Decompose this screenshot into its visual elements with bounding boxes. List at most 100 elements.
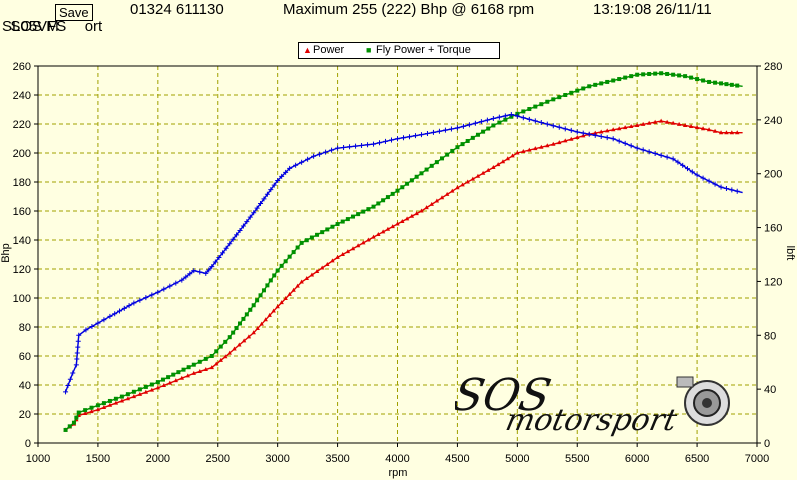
series-point-torque: [89, 324, 95, 330]
series-point-fly-power: [497, 120, 502, 125]
series-point-power: [131, 394, 137, 399]
series-point-power: [275, 304, 280, 309]
series-point-torque: [490, 116, 496, 122]
series-point-torque: [574, 129, 580, 135]
series-point-fly-power: [683, 74, 688, 79]
series-point-power: [259, 321, 264, 326]
series-point-fly-power: [527, 107, 532, 112]
series-point-fly-power: [713, 80, 718, 85]
y2-tick-label: 160: [764, 223, 782, 235]
series-point-power: [385, 226, 391, 231]
series-point-torque: [258, 201, 264, 207]
series-point-torque: [271, 182, 277, 188]
series-point-fly-power: [287, 254, 292, 259]
x-tick-label: 1000: [26, 453, 50, 465]
series-point-torque: [412, 133, 418, 139]
series-point-torque: [73, 362, 79, 368]
series-point-torque: [670, 156, 676, 162]
series-point-torque: [454, 125, 460, 131]
turbo-icon: [676, 376, 730, 426]
x-tick-label: 2500: [206, 453, 230, 465]
sos-motorsport-logo: SOS motorsport: [455, 370, 730, 438]
series-point-fly-power: [605, 79, 610, 84]
legend-fly-label: Fly Power + Torque: [376, 44, 471, 56]
series-point-torque: [95, 320, 101, 326]
x-tick-label: 5500: [565, 453, 589, 465]
series-point-torque: [436, 128, 442, 134]
series-point-torque: [472, 120, 478, 126]
series-point-torque: [335, 145, 341, 151]
series-point-torque: [418, 132, 424, 138]
series-point-power: [330, 258, 335, 263]
series-point-fly-power: [376, 201, 381, 206]
series-point-power: [155, 385, 161, 390]
series-line-torque: [64, 113, 743, 393]
series-point-torque: [592, 132, 598, 138]
series-point-torque: [212, 259, 218, 265]
series-point-power: [563, 138, 568, 143]
series-point-power: [475, 173, 481, 178]
series-point-power: [283, 295, 288, 300]
series-point-fly-power: [445, 152, 450, 157]
y-axis-label: Bhp: [0, 243, 12, 263]
series-point-fly-power: [131, 389, 136, 394]
series-point-fly-power: [214, 349, 219, 354]
series-point-fly-power: [395, 188, 400, 193]
series-point-torque: [496, 114, 502, 120]
series-point-fly-power: [491, 123, 496, 128]
series-point-fly-power: [186, 365, 191, 370]
series-point-torque: [237, 227, 243, 233]
series-point-torque: [75, 344, 81, 350]
series-point-power: [149, 387, 155, 392]
y2-tick-label: 240: [764, 115, 782, 127]
save-button[interactable]: Save: [55, 4, 93, 21]
series-point-torque: [323, 149, 329, 155]
series-point-power: [551, 141, 556, 146]
series-point-power: [345, 249, 351, 254]
series-point-torque: [514, 113, 520, 119]
series-point-fly-power: [719, 81, 724, 86]
series-point-power: [688, 124, 694, 129]
series-point-power: [125, 396, 131, 401]
series-point-fly-power: [551, 97, 556, 102]
series-point-fly-power: [149, 382, 154, 387]
series-point-torque: [121, 305, 127, 311]
series-point-torque: [395, 136, 400, 142]
series-point-power: [101, 404, 107, 409]
y-tick-label: 260: [13, 61, 31, 73]
series-point-fly-power: [218, 344, 223, 349]
x-tick-label: 5000: [505, 453, 529, 465]
series-point-fly-power: [409, 178, 414, 183]
series-point-torque: [502, 113, 508, 119]
series-point-fly-power: [345, 217, 350, 222]
series-point-torque: [460, 123, 466, 129]
series-point-fly-power: [569, 90, 574, 95]
company-name: SOS M: [10, 18, 59, 35]
series-point-torque: [329, 147, 335, 153]
series-point-torque: [359, 142, 365, 148]
series-point-torque: [734, 188, 740, 194]
series-point-fly-power: [74, 415, 79, 420]
series-point-fly-power: [486, 126, 491, 131]
series-point-power: [232, 346, 237, 351]
series-point-torque: [448, 126, 454, 132]
series-point-power: [652, 119, 658, 124]
series-point-fly-power: [223, 339, 228, 344]
series-point-torque: [197, 269, 203, 275]
series-point-torque: [206, 267, 212, 273]
y2-tick-label: 120: [764, 276, 782, 288]
series-point-power: [712, 128, 718, 133]
series-point-power: [246, 334, 252, 339]
series-point-fly-power: [325, 227, 330, 232]
series-point-power: [218, 357, 223, 362]
series-point-fly-power: [125, 392, 130, 397]
x-tick-label: 4000: [385, 453, 409, 465]
series-point-power: [380, 229, 386, 234]
series-point-power: [89, 409, 94, 414]
series-point-fly-power: [701, 78, 706, 83]
series-point-torque: [684, 166, 690, 172]
series-point-power: [682, 122, 688, 127]
series-point-power: [424, 205, 429, 210]
series-point-torque: [230, 236, 236, 242]
x-tick-label: 2000: [146, 453, 170, 465]
